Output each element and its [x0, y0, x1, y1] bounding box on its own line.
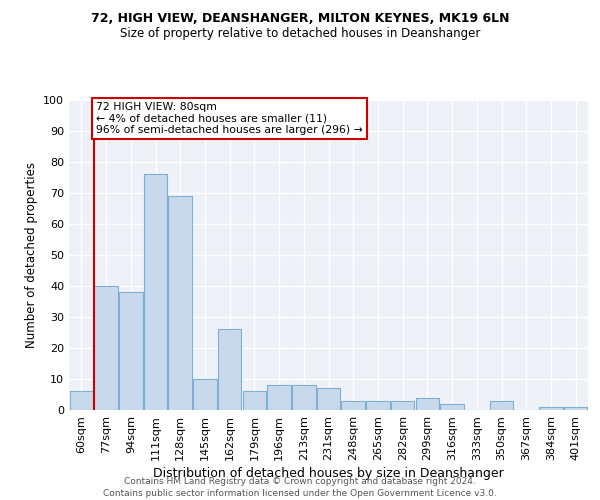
- Bar: [539, 407, 563, 410]
- Bar: [242, 392, 266, 410]
- Bar: [317, 388, 340, 410]
- Bar: [440, 404, 464, 410]
- Bar: [218, 330, 241, 410]
- Bar: [119, 292, 143, 410]
- Bar: [292, 385, 316, 410]
- Bar: [94, 286, 118, 410]
- Bar: [490, 400, 513, 410]
- Text: Size of property relative to detached houses in Deanshanger: Size of property relative to detached ho…: [120, 28, 480, 40]
- Bar: [70, 392, 93, 410]
- Bar: [416, 398, 439, 410]
- Y-axis label: Number of detached properties: Number of detached properties: [25, 162, 38, 348]
- Bar: [341, 400, 365, 410]
- Bar: [391, 400, 415, 410]
- Bar: [193, 379, 217, 410]
- Bar: [366, 400, 389, 410]
- Bar: [144, 174, 167, 410]
- Text: 72 HIGH VIEW: 80sqm
← 4% of detached houses are smaller (11)
96% of semi-detache: 72 HIGH VIEW: 80sqm ← 4% of detached hou…: [96, 102, 363, 134]
- Text: 72, HIGH VIEW, DEANSHANGER, MILTON KEYNES, MK19 6LN: 72, HIGH VIEW, DEANSHANGER, MILTON KEYNE…: [91, 12, 509, 26]
- Bar: [268, 385, 291, 410]
- Bar: [564, 407, 587, 410]
- Text: Contains HM Land Registry data © Crown copyright and database right 2024.: Contains HM Land Registry data © Crown c…: [124, 478, 476, 486]
- Bar: [169, 196, 192, 410]
- X-axis label: Distribution of detached houses by size in Deanshanger: Distribution of detached houses by size …: [153, 467, 504, 480]
- Text: Contains public sector information licensed under the Open Government Licence v3: Contains public sector information licen…: [103, 488, 497, 498]
